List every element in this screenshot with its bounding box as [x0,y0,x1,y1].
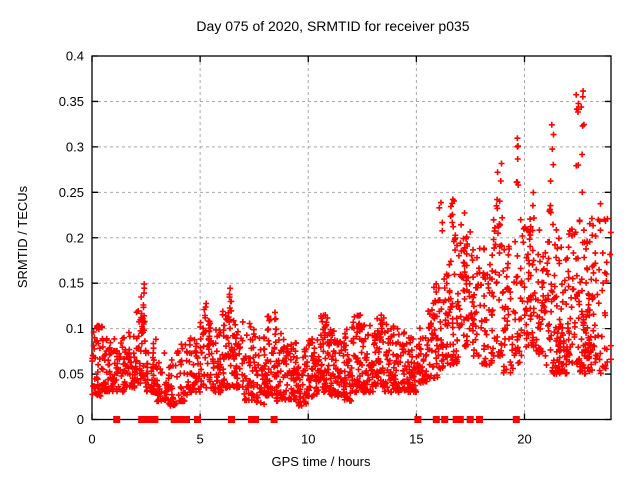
y-tick-label: 0.2 [66,230,84,245]
y-tick-label: 0.05 [59,367,84,382]
tick-labels: 0 5 10 15 20 0 0.05 0.1 0.15 0.2 0.25 0.3 0.35 0.4 [59,49,532,447]
y-tick-label: 0.4 [66,49,84,64]
x-tick-label: 15 [409,432,423,447]
y-axis-label: SRMTID / TECUs [15,185,30,288]
y-tick-label: 0.15 [59,276,84,291]
x-tick-label: 0 [88,432,95,447]
y-tick-label: 0.25 [59,185,84,200]
x-axis-label: GPS time / hours [272,454,371,469]
data-points [89,88,614,409]
x-tick-label: 20 [517,432,531,447]
x-tick-label: 10 [301,432,315,447]
y-tick-label: 0 [77,412,84,427]
y-tick-label: 0.35 [59,94,84,109]
x-tick-label: 5 [197,432,204,447]
y-tick-label: 0.3 [66,139,84,154]
y-tick-label: 0.1 [66,321,84,336]
zero-flag-markers [113,416,520,423]
chart-title: Day 075 of 2020, SRMTID for receiver p03… [196,18,469,34]
